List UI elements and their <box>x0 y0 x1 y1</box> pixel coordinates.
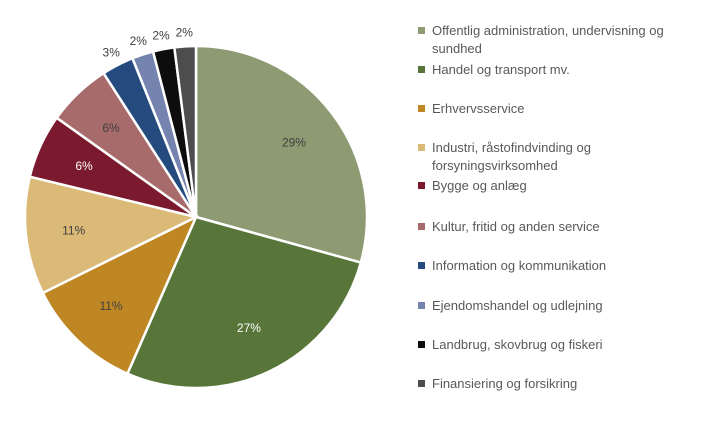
pie-plot: 29% 27% 11% 11% 6% 6% 3% 2% 2% 2% <box>23 25 369 390</box>
legend-item: Landbrug, skovbrug og fiskeri <box>418 336 708 354</box>
data-label: 2% <box>152 28 170 42</box>
legend-swatch <box>418 262 425 269</box>
legend-label: Erhvervsservice <box>432 101 525 116</box>
data-label: 2% <box>176 25 194 39</box>
pie-slice <box>41 214 199 376</box>
pie-slice <box>172 44 198 218</box>
data-label: 11% <box>99 299 122 313</box>
legend-item: Finansiering og forsikring <box>418 375 708 393</box>
pie-slice <box>125 215 363 390</box>
legend-swatch <box>418 341 425 348</box>
legend-label: Handel og transport mv. <box>432 62 570 77</box>
data-label: 27% <box>237 321 261 335</box>
legend-label: Finansiering og forsikring <box>432 376 578 391</box>
legend-item: Industri, råstofindvinding og forsynings… <box>418 139 708 175</box>
legend-swatch <box>418 380 425 387</box>
legend-swatch <box>418 105 425 112</box>
pie-slice <box>194 44 369 265</box>
data-label: 29% <box>282 135 306 149</box>
legend-swatch <box>418 182 425 189</box>
legend-item: Information og kommunikation <box>418 257 708 275</box>
legend-swatch <box>418 66 425 73</box>
legend-swatch <box>418 144 425 151</box>
legend-item: Ejendomshandel og udlejning <box>418 297 708 315</box>
legend-item: Bygge og anlæg <box>418 177 708 195</box>
legend-item: Offentlig administration, undervisning o… <box>418 22 708 58</box>
legend-label: Kultur, fritid og anden service <box>432 219 600 234</box>
legend-label: Bygge og anlæg <box>432 178 527 193</box>
pie-slice <box>23 175 200 295</box>
legend-swatch <box>418 302 425 309</box>
legend-item: Handel og transport mv. <box>418 61 708 79</box>
legend-swatch <box>418 27 425 34</box>
legend-label: Ejendomshandel og udlejning <box>432 298 603 313</box>
data-label: 2% <box>130 34 148 48</box>
legend-label: Information og kommunikation <box>432 258 607 273</box>
legend-item: Kultur, fritid og anden service <box>418 218 708 236</box>
legend-item: Erhvervsservice <box>418 100 708 118</box>
legend-swatch <box>418 223 425 230</box>
legend-label: Industri, råstofindvinding og forsynings… <box>432 140 591 173</box>
data-label: 11% <box>62 224 85 238</box>
legend-label: Landbrug, skovbrug og fiskeri <box>432 337 603 352</box>
data-label: 3% <box>103 46 121 60</box>
data-label: 6% <box>75 159 93 173</box>
data-label: 6% <box>102 121 120 135</box>
legend-label: Offentlig administration, undervisning o… <box>432 23 664 56</box>
